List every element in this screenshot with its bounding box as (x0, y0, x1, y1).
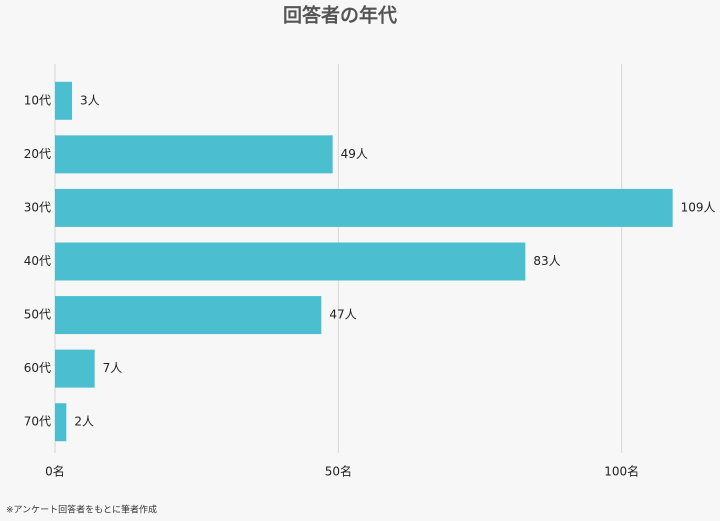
bar (55, 81, 72, 120)
x-tick-label: 0名 (45, 464, 65, 479)
bar (55, 403, 67, 442)
chart-title: 回答者の年代 (283, 4, 397, 27)
source-note: ※アンケート回答者をもとに筆者作成 (6, 504, 157, 516)
y-tick-label: 10代 (24, 93, 51, 107)
bar (55, 242, 526, 281)
y-tick-label: 60代 (24, 361, 51, 375)
y-tick-label: 20代 (24, 147, 51, 161)
y-tick-label: 70代 (24, 415, 51, 429)
x-tick-label: 50名 (325, 464, 352, 479)
y-tick-label: 50代 (24, 308, 51, 322)
bar (55, 135, 333, 174)
value-label: 7人 (103, 361, 123, 375)
value-label: 3人 (80, 93, 100, 107)
value-label: 2人 (74, 415, 94, 429)
bar (55, 349, 95, 388)
value-label: 49人 (341, 147, 368, 161)
value-label: 83人 (533, 254, 560, 268)
value-label: 109人 (681, 200, 716, 214)
y-tick-label: 30代 (24, 200, 51, 214)
bar (55, 296, 322, 335)
bar (55, 188, 673, 227)
x-tick-label: 100名 (604, 464, 639, 479)
y-tick-label: 40代 (24, 254, 51, 268)
value-label: 47人 (329, 308, 356, 322)
